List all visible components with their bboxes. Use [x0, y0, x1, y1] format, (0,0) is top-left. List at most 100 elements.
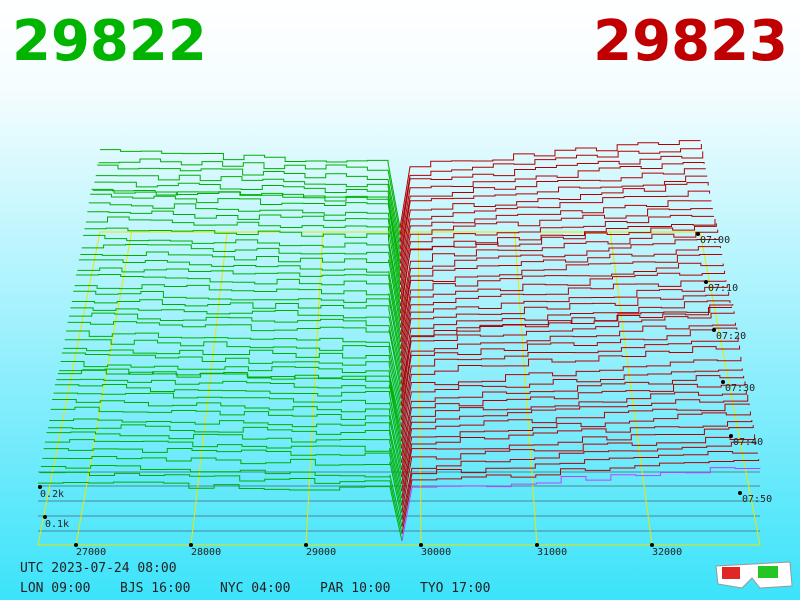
bid-depth-line	[43, 447, 403, 513]
time-tick	[729, 434, 733, 438]
bid-depth-line	[59, 369, 402, 435]
bid-depth-line	[67, 321, 402, 392]
bid-depth-line	[69, 312, 402, 385]
ask-depth-line	[401, 411, 751, 492]
bid-depth-line	[60, 361, 402, 428]
ask-depth-line	[399, 140, 701, 229]
price-grid-line	[75, 231, 133, 546]
time-tick	[712, 328, 716, 332]
price-tick-label: 30000	[421, 547, 451, 558]
bid-depth-line	[53, 392, 402, 463]
volume-tick-label: 0.1k	[45, 519, 69, 530]
ask-depth-line	[401, 381, 746, 463]
bid-depth-line	[92, 189, 401, 264]
ask-depth-line	[400, 229, 719, 321]
depth-layer: 27000 28000 29000 30000 31000 32000 07:00 07:10…	[37, 140, 772, 558]
ask-depth-line	[400, 223, 717, 314]
bid-depth-line	[66, 330, 402, 399]
bid-depth-line	[56, 378, 402, 449]
bid-depth-line	[81, 244, 402, 321]
ask-depth-line	[400, 375, 745, 456]
price-tick-label: 31000	[537, 547, 567, 558]
bid-depth-line	[80, 251, 402, 328]
bid-depth-line	[87, 210, 401, 293]
zone-time: TYO 17:00	[420, 581, 490, 596]
price-grid-line	[417, 231, 422, 546]
ask-depth-line	[400, 253, 723, 342]
bid-depth-line	[63, 347, 402, 414]
price-tick	[304, 543, 308, 547]
ask-depth-line	[401, 451, 758, 527]
ask-depth-line	[400, 306, 732, 392]
bid-depth-line	[50, 406, 403, 478]
time-tick-label: 07:10	[708, 283, 738, 294]
bid-depth-line	[84, 227, 401, 307]
time-tick	[696, 232, 700, 236]
ask-depth-line	[400, 280, 727, 364]
ask-depth-line	[400, 327, 738, 421]
bid-depth-line	[54, 384, 402, 456]
price-tick-label: 29000	[306, 547, 336, 558]
price-grid-line	[514, 231, 538, 546]
bid-depth-line	[73, 290, 402, 364]
ask-depth-line	[399, 208, 713, 293]
ask-depth-line	[400, 218, 716, 307]
bid-depth-line	[85, 216, 401, 300]
time-tick-label: 07:20	[716, 331, 746, 342]
bid-depth-line	[47, 424, 403, 492]
time-tick-label: 07:00	[700, 235, 730, 246]
price-grid-line	[190, 231, 228, 546]
zone-time: NYC 04:00	[220, 581, 290, 596]
ask-depth-line	[400, 246, 721, 335]
glasses-icon	[715, 561, 793, 589]
price-tick	[189, 543, 193, 547]
ask-depth-line	[399, 162, 705, 250]
bid-depth-line	[40, 464, 403, 527]
ask-depth-line	[400, 284, 728, 371]
time-tick	[721, 380, 725, 384]
ask-depth-line	[400, 356, 742, 442]
ask-depth-line	[400, 262, 724, 350]
bid-depth-line	[78, 259, 402, 335]
bid-depth-line	[100, 149, 401, 229]
price-tick-label: 27000	[76, 547, 106, 558]
bid-depth-line	[42, 455, 403, 520]
ask-price: 29823	[593, 9, 788, 74]
bid-depth-line	[64, 339, 402, 406]
ask-depth-line	[400, 311, 735, 406]
time-tick-label: 07:30	[725, 383, 755, 394]
price-tick	[74, 543, 78, 547]
ask-depth-line	[399, 182, 709, 271]
price-tick	[650, 543, 654, 547]
bid-depth-line	[70, 307, 402, 378]
ask-depth-line	[401, 390, 747, 470]
bid-depth-line	[76, 274, 402, 350]
ask-depth-line	[401, 394, 749, 478]
ask-depth-line	[401, 425, 754, 506]
ask-depth-line	[400, 237, 720, 328]
ask-depth-line	[400, 345, 741, 435]
volume-tick	[38, 485, 42, 489]
volume-tick-label: 0.2k	[40, 489, 64, 500]
ask-depth-line	[399, 144, 702, 236]
bid-depth-line	[45, 439, 403, 506]
time-tick	[704, 280, 708, 284]
ask-depth-line	[399, 214, 715, 300]
ask-depth-line	[400, 368, 743, 449]
bid-depth-line	[95, 174, 401, 250]
ask-depth-line	[400, 300, 731, 385]
ask-depth-line	[401, 420, 753, 499]
ask-depth-line	[401, 403, 750, 485]
bid-depth-line	[49, 418, 403, 485]
volume-tick	[43, 515, 47, 519]
bid-depth-line	[71, 299, 402, 371]
time-tick-label: 07:50	[742, 494, 772, 505]
bid-depth-line	[74, 284, 402, 357]
bid-depth-line	[46, 431, 403, 499]
bid-depth-line	[98, 158, 401, 236]
ask-depth-line	[401, 467, 761, 542]
floor	[37, 231, 761, 546]
ask-depth-line	[400, 270, 726, 357]
